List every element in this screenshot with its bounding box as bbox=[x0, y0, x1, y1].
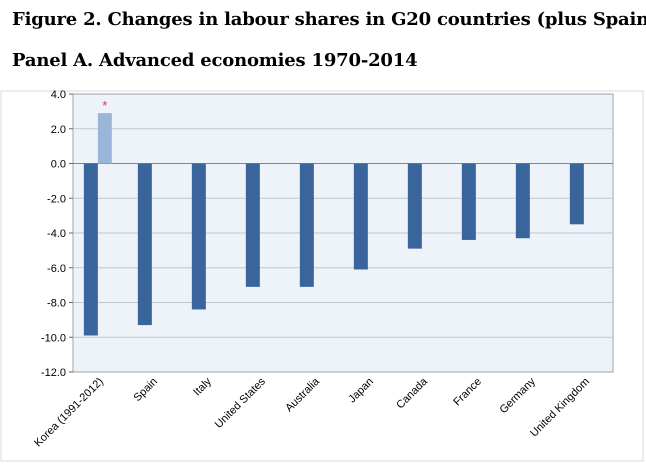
y-tick-label: -2.0 bbox=[47, 193, 66, 205]
bar bbox=[407, 163, 422, 249]
bar bbox=[191, 163, 206, 310]
y-tick-label: -6.0 bbox=[47, 263, 66, 275]
annotation-asterisk: * bbox=[102, 98, 107, 113]
y-tick-label: -8.0 bbox=[47, 298, 66, 310]
bar bbox=[353, 163, 368, 270]
figure-title: Figure 2. Changes in labour shares in G2… bbox=[12, 9, 646, 30]
y-tick-label: -4.0 bbox=[47, 228, 66, 240]
y-axis: 4.0 2.0 0.0 -2.0 -4.0 -6.0 -8.0 -10.0 -12.0 bbox=[41, 89, 73, 379]
y-tick-label: 0.0 bbox=[51, 159, 66, 171]
bar bbox=[97, 113, 112, 164]
y-tick-label: -10.0 bbox=[41, 332, 66, 344]
bars bbox=[83, 113, 584, 336]
y-tick-label: 2.0 bbox=[51, 124, 66, 136]
bar bbox=[245, 163, 260, 287]
bar bbox=[461, 163, 476, 240]
bar bbox=[569, 163, 584, 225]
bar bbox=[137, 163, 152, 326]
y-tick-label: 4.0 bbox=[51, 89, 66, 101]
y-tick-label: -12.0 bbox=[41, 367, 66, 379]
bar bbox=[83, 163, 98, 336]
bar bbox=[299, 163, 314, 287]
bar bbox=[515, 163, 530, 239]
annotations: * bbox=[102, 98, 107, 113]
panel-title: Panel A. Advanced economies 1970-2014 bbox=[12, 50, 418, 71]
